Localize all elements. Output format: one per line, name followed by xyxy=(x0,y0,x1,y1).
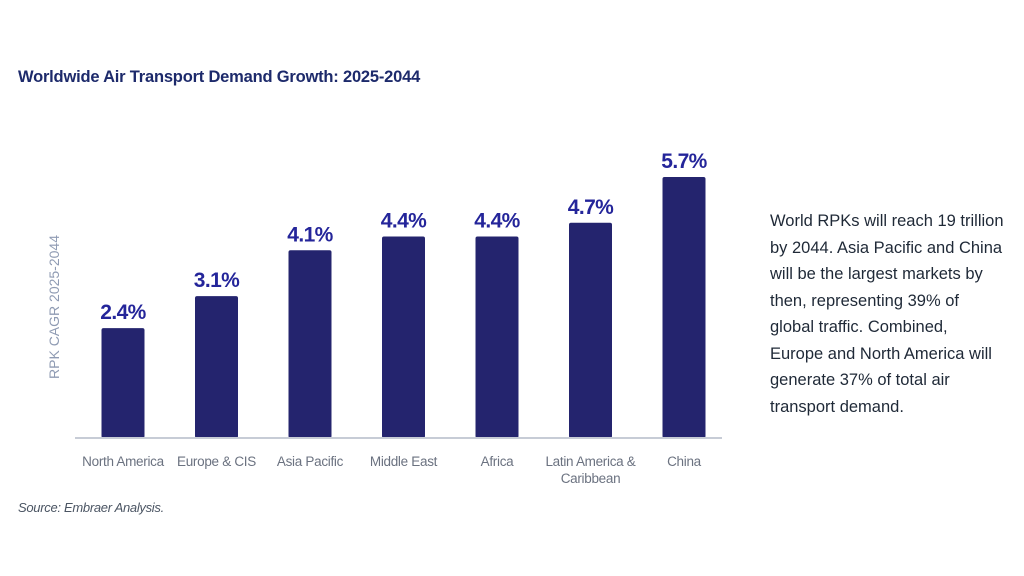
bar-value-label: 4.4% xyxy=(381,210,427,233)
labels-layer: 2.4% North America 3.1% Europe & CIS 4.1% Asi… xyxy=(82,150,708,486)
bar xyxy=(569,222,612,438)
category-label: Asia Pacific xyxy=(277,454,344,469)
bar-value-label: 2.4% xyxy=(100,301,146,324)
bar xyxy=(662,177,706,438)
bar-chart: RPK CAGR 2025-2044 2.4% North America 3.1%… xyxy=(46,150,722,486)
category-label: Europe & CIS xyxy=(177,454,256,469)
bars-layer xyxy=(101,177,706,438)
bar xyxy=(382,236,425,438)
source-note: Source: Embraer Analysis. xyxy=(18,500,164,515)
bar-value-label: 5.7% xyxy=(661,150,707,173)
bar-value-label: 4.7% xyxy=(568,196,614,219)
category-label: China xyxy=(667,454,702,469)
bar xyxy=(101,328,145,438)
category-label: Africa xyxy=(481,454,515,469)
bar-value-label: 4.1% xyxy=(287,223,333,246)
bar-value-label: 4.4% xyxy=(474,210,520,233)
bar-value-label: 3.1% xyxy=(194,269,240,292)
category-label: Caribbean xyxy=(561,471,621,486)
side-note: World RPKs will reach 19 trillion by 204… xyxy=(770,212,1004,416)
chart-title: Worldwide Air Transport Demand Growth: 2… xyxy=(18,68,421,86)
category-label: North America xyxy=(82,454,164,469)
category-label: Latin America & xyxy=(545,454,635,469)
bar xyxy=(475,236,519,438)
category-label: Middle East xyxy=(370,454,438,469)
y-axis-label: RPK CAGR 2025-2044 xyxy=(46,235,62,379)
bar xyxy=(195,296,238,438)
bar xyxy=(288,250,332,438)
